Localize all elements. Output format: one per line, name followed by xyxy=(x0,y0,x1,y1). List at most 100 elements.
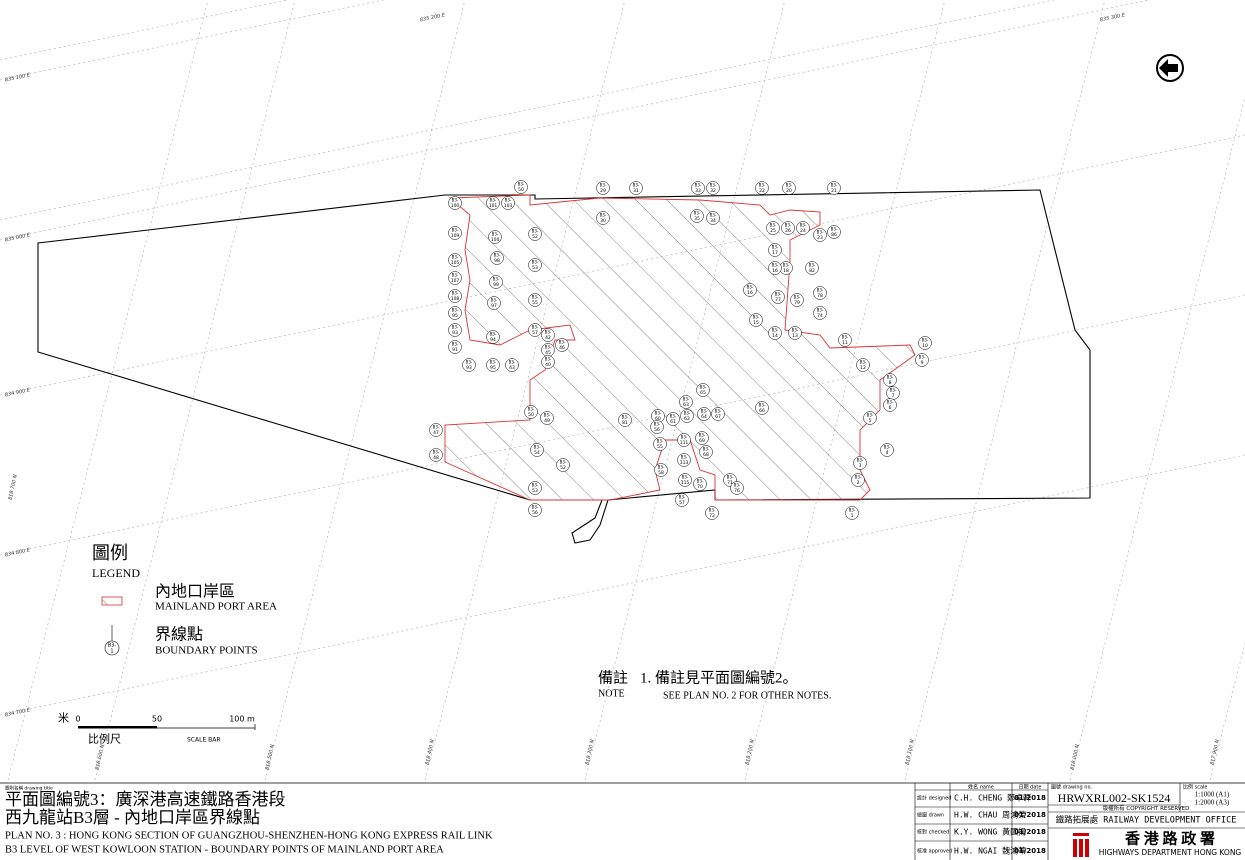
point-prefix: B3- xyxy=(710,183,717,188)
point-prefix: B3- xyxy=(559,340,566,345)
point-prefix: B3- xyxy=(770,223,777,228)
point-prefix: B3- xyxy=(452,342,459,347)
boundary-point xyxy=(530,443,544,457)
point-number: 24 xyxy=(800,228,806,234)
grid-label: 818 600 N xyxy=(95,744,106,771)
point-prefix: B3- xyxy=(727,475,734,480)
point-number: 33 xyxy=(695,188,701,194)
boundary-point xyxy=(768,261,782,275)
point-number: 16 xyxy=(747,290,753,296)
boundary-point xyxy=(541,355,555,369)
point-prefix: B3- xyxy=(532,483,539,488)
point-number: 94 xyxy=(490,337,496,343)
point-number: 78 xyxy=(817,293,823,299)
point-number: 103 xyxy=(504,203,513,209)
point-number: 86 xyxy=(831,232,837,238)
boundary-point xyxy=(827,225,841,239)
boundary-point xyxy=(524,405,538,419)
legend-point-prefix: B3- xyxy=(108,643,117,649)
point-prefix: B3- xyxy=(494,253,501,258)
boundary-point xyxy=(654,463,668,477)
point-prefix: B3- xyxy=(734,483,741,488)
boundary-point xyxy=(695,431,709,445)
point-prefix: B3- xyxy=(775,292,782,297)
point-number: 12 xyxy=(860,365,866,371)
point-number: 15 xyxy=(753,320,759,326)
grid-line xyxy=(584,0,786,781)
grid-line xyxy=(0,0,385,81)
department-en: HIGHWAYS DEPARTMENT HONG KONG xyxy=(1099,848,1242,857)
point-prefix: B3- xyxy=(817,288,824,293)
scale-tick: 100 m xyxy=(229,715,255,724)
boundary-point xyxy=(805,261,819,275)
boundary-point xyxy=(813,286,827,300)
point-number: 57 xyxy=(679,500,685,506)
grid-line xyxy=(0,0,1151,241)
copyright: 版權所有 COPYRIGHT RESERVED xyxy=(1103,804,1190,812)
point-number: 60 xyxy=(655,416,661,422)
table-header: 比例 scale xyxy=(1183,784,1207,791)
boundary-point xyxy=(486,330,500,344)
legend-item-zh: 內地口岸區 xyxy=(155,583,235,601)
point-number: 29 xyxy=(600,188,606,194)
point-number: 34 xyxy=(710,218,716,224)
boundary-point xyxy=(781,221,795,235)
point-prefix: B3- xyxy=(452,255,459,260)
office: 鐵路拓展處 RAILWAY DEVELOPMENT OFFICE xyxy=(1056,815,1237,826)
point-prefix: B3- xyxy=(887,375,894,380)
boundary-point xyxy=(596,211,610,225)
point-prefix: B3- xyxy=(490,332,497,337)
point-prefix: B3- xyxy=(842,335,849,340)
scale-segment xyxy=(78,726,157,729)
boundary-point xyxy=(853,456,867,470)
boundary-point xyxy=(782,181,796,195)
boundary-point xyxy=(650,420,664,434)
boundary-point xyxy=(827,181,841,195)
point-prefix: B3- xyxy=(794,295,801,300)
point-number: 69 xyxy=(699,438,705,444)
boundary-point xyxy=(528,481,542,495)
point-prefix: B3- xyxy=(532,325,539,330)
point-number: 10 xyxy=(922,343,928,349)
point-prefix: B3- xyxy=(759,183,766,188)
point-number: 17 xyxy=(772,250,778,256)
point-prefix: B3- xyxy=(532,229,539,234)
point-prefix: B3- xyxy=(532,295,539,300)
point-prefix: B3- xyxy=(683,397,690,402)
boundary-point xyxy=(880,443,894,457)
date: 01/2018 xyxy=(1014,794,1046,802)
point-prefix: B3- xyxy=(492,232,499,237)
point-prefix: B3- xyxy=(505,198,512,203)
point-number: 53 xyxy=(532,488,538,494)
boundary-point xyxy=(755,181,769,195)
point-prefix: B3- xyxy=(786,183,793,188)
title-table xyxy=(914,783,1245,860)
point-number: 20 xyxy=(786,188,792,194)
point-prefix: B3- xyxy=(867,413,874,418)
point-prefix: B3- xyxy=(490,360,497,365)
point-number: 7 xyxy=(892,393,895,399)
role: 核對 checked xyxy=(917,829,949,836)
point-number: 25 xyxy=(770,228,776,234)
boundary-point xyxy=(711,407,725,421)
point-prefix: B3- xyxy=(452,228,459,233)
point-number: 115 xyxy=(681,480,690,486)
grid-label: 818 400 N xyxy=(425,739,436,766)
boundary-point xyxy=(486,196,500,210)
boundary-point xyxy=(730,481,744,495)
point-prefix: B3- xyxy=(809,263,816,268)
grid-label: 834 800 E xyxy=(4,547,31,558)
point-prefix: B3- xyxy=(654,422,661,427)
point-number: 11 xyxy=(842,340,848,346)
point-number: 93 xyxy=(452,330,458,336)
point-prefix: B3- xyxy=(831,183,838,188)
boundary-point xyxy=(766,221,780,235)
boundary-point xyxy=(790,293,804,307)
grid-line xyxy=(94,0,296,781)
point-prefix: B3- xyxy=(817,230,824,235)
point-prefix: B3- xyxy=(772,328,779,333)
point-prefix: B3- xyxy=(860,360,867,365)
point-prefix: B3- xyxy=(710,213,717,218)
point-number: 35 xyxy=(694,216,700,222)
